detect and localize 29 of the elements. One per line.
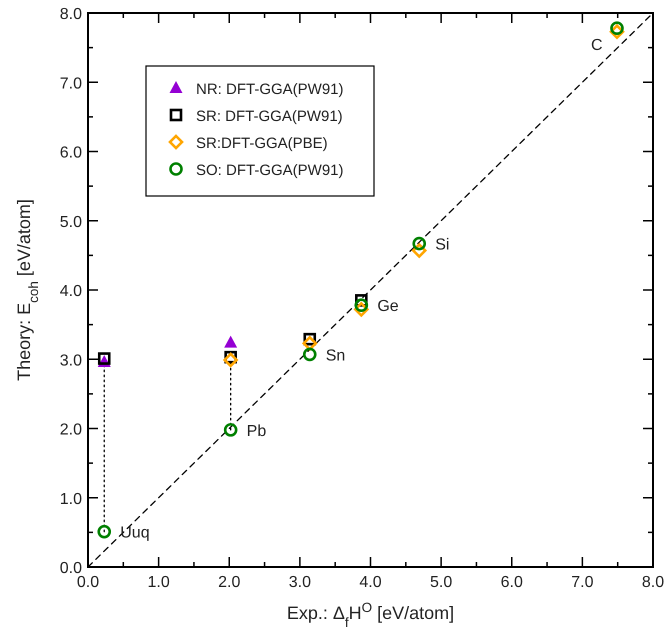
- y-tick-label: 8.0: [60, 6, 82, 23]
- x-tick-label: 4.0: [359, 574, 382, 591]
- legend-label: SR: DFT-GGA(PW91): [196, 108, 343, 125]
- x-tick-label: 3.0: [288, 574, 312, 591]
- annotation: Uuq: [120, 524, 150, 542]
- y-tick-label: 3.0: [60, 352, 82, 370]
- y-tick-label: 1.0: [60, 490, 82, 508]
- x-tick-label: 2.0: [218, 574, 240, 591]
- x-tick-label: 6.0: [500, 574, 523, 591]
- annotation: Sn: [326, 347, 346, 364]
- annotation: Pb: [246, 422, 266, 440]
- x-tick-label: 5.0: [430, 574, 452, 591]
- legend-label: SR:DFT-GGA(PBE): [196, 135, 328, 152]
- y-tick-label: 2.0: [60, 422, 82, 438]
- x-tick-label: 7.0: [571, 574, 594, 591]
- y-tick-label: 4.0: [60, 283, 82, 300]
- x-tick-label: 1.0: [148, 574, 170, 591]
- legend-label: SO: DFT-GGA(PW91): [196, 162, 344, 179]
- x-axis-title: Exp.: Δ$_{f}$H$^{O}$ [eV/atom]: [286, 600, 454, 630]
- y-tick-label: 7.0: [60, 75, 82, 92]
- annotation: Si: [435, 236, 450, 254]
- y-tick-label: 6.0: [60, 144, 82, 162]
- y-tick-label: 0.0: [60, 560, 82, 577]
- y-tick-label: 5.0: [60, 214, 82, 231]
- annotation: Ge: [377, 298, 399, 316]
- legend-label: NR: DFT-GGA(PW91): [196, 81, 344, 98]
- x-tick-label: 8.0: [642, 574, 664, 591]
- annotation: C: [590, 37, 603, 54]
- x-tick-label: 0.0: [76, 574, 100, 591]
